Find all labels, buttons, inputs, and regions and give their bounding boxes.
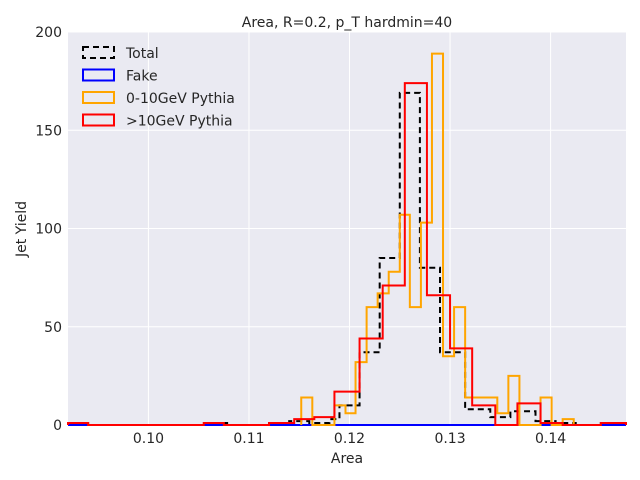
legend-swatch	[82, 113, 115, 127]
y-tick-label: 50	[44, 320, 62, 336]
x-tick-label: 0.13	[434, 431, 465, 447]
histogram-series	[67, 52, 627, 426]
chart-title: Area, R=0.2, p_T hardmin=40	[242, 15, 452, 31]
legend-swatch	[82, 68, 115, 82]
y-tick-label: 200	[35, 25, 62, 41]
x-axis-label: Area	[331, 451, 363, 467]
x-tick-label: 0.11	[233, 431, 264, 447]
x-axis-ticks: 0.10 0.11 0.12 0.13 0.14	[133, 431, 566, 447]
x-tick-label: 0.10	[133, 431, 164, 447]
legend-label: 0-10GeV Pythia	[126, 91, 235, 107]
legend-swatch	[82, 46, 115, 59]
y-axis-label: Jet Yield	[14, 201, 30, 258]
y-tick-label: 150	[35, 123, 62, 139]
legend-label: >10GeV Pythia	[126, 114, 233, 130]
legend: Total Fake 0-10GeV Pythia >10GeV Pythia	[82, 46, 235, 130]
legend-label: Fake	[126, 69, 158, 85]
legend-swatch	[82, 91, 115, 104]
series-10gev-pythia-line	[67, 82, 627, 426]
x-tick-label: 0.12	[334, 431, 365, 447]
legend-label: Total	[125, 46, 159, 62]
x-tick-label: 0.14	[535, 431, 566, 447]
y-tick-label: 100	[35, 222, 62, 238]
y-tick-label: 0	[53, 418, 62, 434]
y-axis-ticks: 0 50 100 150 200	[35, 25, 62, 434]
